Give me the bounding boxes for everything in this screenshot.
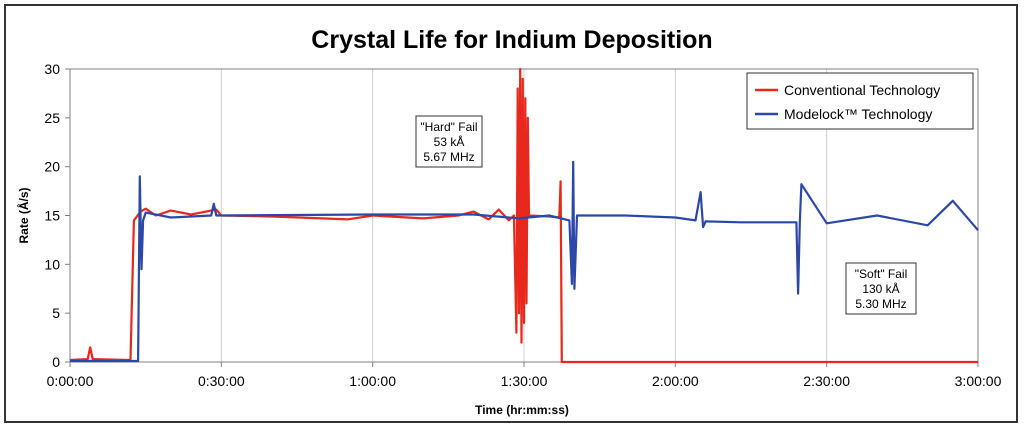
x-tick-label: 2:00:00	[652, 373, 699, 389]
x-tick-label: 3:00:00	[955, 373, 1002, 389]
annotation-hard-line-2: 53 kÅ	[434, 134, 465, 149]
x-tick-label: 1:00:00	[349, 373, 396, 389]
legend: Conventional Technology Modelock™ Techno…	[746, 72, 974, 130]
y-axis-label: Rate (Å/s)	[16, 187, 31, 243]
annotation-soft-fail: "Soft" Fail 130 kÅ 5.30 MHz	[845, 262, 917, 315]
annotation-hard-box	[415, 115, 483, 168]
series-line-modelock	[70, 160, 979, 363]
annotation-soft-line-3: 5.30 MHz	[855, 297, 906, 311]
y-axis: 0 5 10 15 20 25 30	[44, 61, 70, 370]
y-tick-label: 5	[52, 305, 60, 321]
y-tick-label: 0	[52, 354, 60, 370]
y-tick-label: 10	[44, 256, 60, 272]
x-tick-label: 2:30:00	[803, 373, 850, 389]
x-tick-label: 0:00:00	[47, 373, 94, 389]
legend-box	[746, 72, 974, 130]
x-tick-label: 0:30:00	[198, 373, 245, 389]
annotation-soft-line-1: "Soft" Fail	[855, 267, 908, 281]
annotation-hard-line-1: "Hard" Fail	[420, 120, 477, 134]
annotation-hard-fail: "Hard" Fail 53 kÅ 5.67 MHz	[415, 115, 483, 168]
y-tick-label: 20	[44, 159, 60, 175]
chart-title: Crystal Life for Indium Deposition	[311, 26, 712, 54]
annotation-soft-line-2: 130 kÅ	[862, 281, 899, 296]
legend-label-conventional: Conventional Technology	[784, 82, 940, 98]
legend-label-modelock: Modelock™ Technology	[784, 106, 932, 122]
x-axis: 0:00:00 0:30:00 1:00:00 1:30:00 2:00:00 2:30:…	[47, 362, 1002, 389]
annotation-hard-line-3: 5.67 MHz	[423, 150, 474, 164]
y-tick-label: 30	[44, 61, 60, 77]
y-tick-label: 15	[44, 208, 60, 224]
x-tick-label: 1:30:00	[501, 373, 548, 389]
series-group	[69, 67, 979, 364]
y-tick-label: 25	[44, 110, 60, 126]
x-axis-label: Time (hr:mm:ss)	[475, 403, 569, 417]
annotation-soft-box	[845, 262, 917, 315]
